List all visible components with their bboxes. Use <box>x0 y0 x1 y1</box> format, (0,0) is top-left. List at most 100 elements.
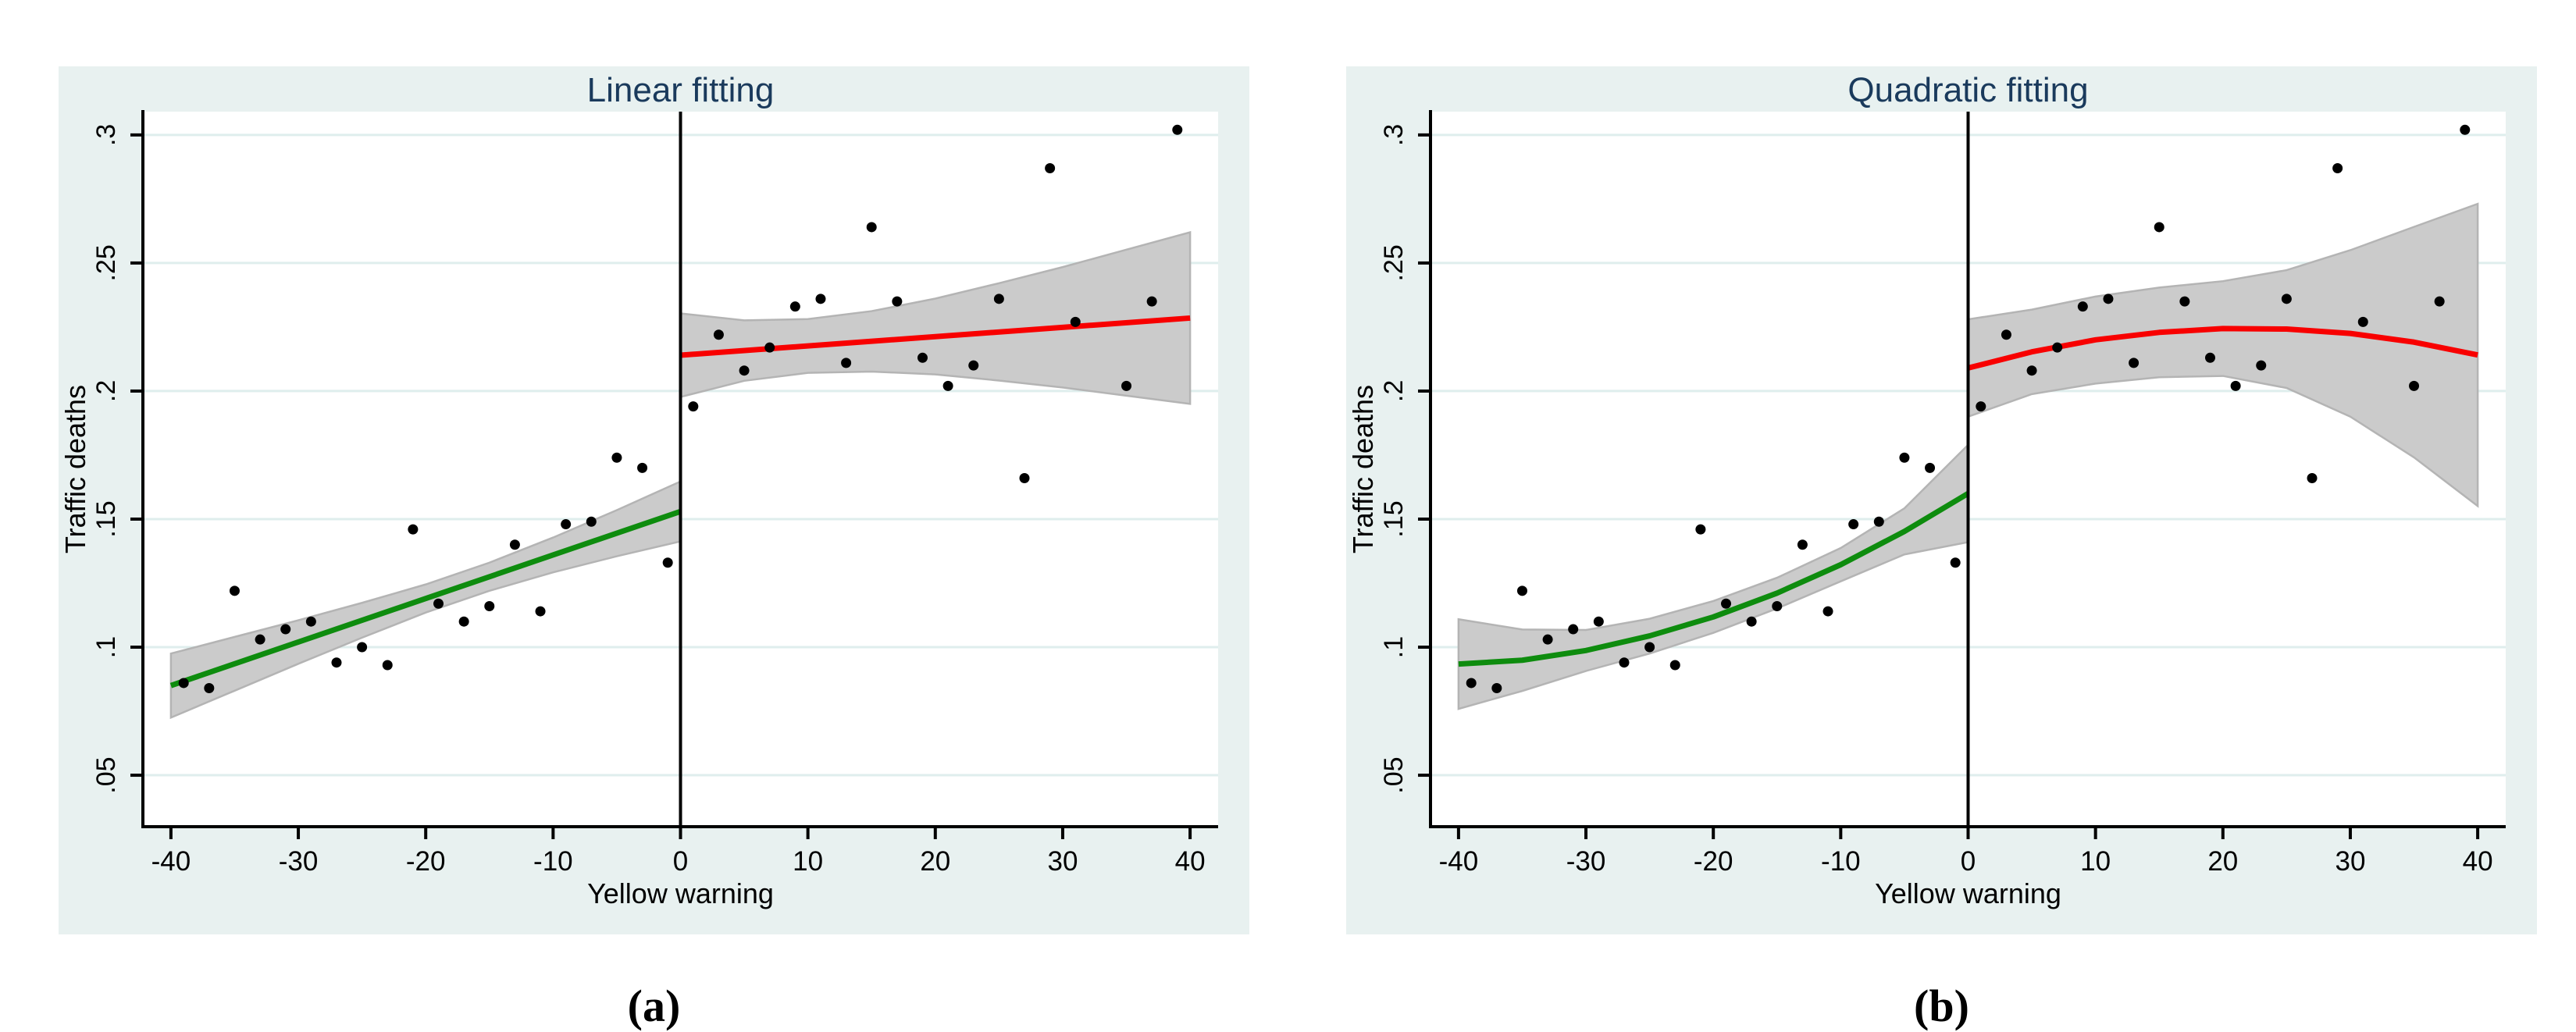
scatter-point <box>561 519 572 530</box>
x-tick-label: 30 <box>2335 846 2365 877</box>
scatter-point <box>2001 329 2011 340</box>
scatter-point <box>2409 380 2420 391</box>
scatter-point <box>2204 352 2215 363</box>
scatter-point <box>1822 606 1833 617</box>
x-tick-label: 0 <box>1961 846 1976 877</box>
panel-a: Linear fitting .05 .1 .15 .2 .25 .3 -40 -30 -20 -… <box>59 66 1249 1032</box>
x-tick-label: -40 <box>151 846 191 877</box>
scatter-point <box>2281 294 2292 304</box>
scatter-point <box>662 557 673 568</box>
scatter-point <box>331 657 342 668</box>
scatter-point <box>1516 585 1527 596</box>
x-tick-label: 20 <box>920 846 950 877</box>
scatter-point <box>2077 301 2088 312</box>
x-tick-label: -30 <box>1566 846 1606 877</box>
y-tick-label: .1 <box>1379 636 1409 658</box>
scatter-point <box>917 352 928 363</box>
scatter-point <box>535 606 546 617</box>
x-tick-label: -40 <box>1439 846 1479 877</box>
scatter-point <box>2103 294 2114 304</box>
scatter-point <box>280 624 291 635</box>
left-fit-line <box>1458 491 1970 667</box>
scatter-point <box>204 683 215 694</box>
scatter-point <box>408 524 419 535</box>
scatter-point <box>357 642 368 653</box>
scatter-point <box>892 296 903 307</box>
panel-caption: (b) <box>1914 980 1969 1031</box>
x-tick-label: -30 <box>279 846 319 877</box>
scatter-point <box>1070 316 1081 327</box>
scatter-point <box>1976 401 1986 412</box>
scatter-point <box>2307 472 2318 483</box>
y-tick-label: .25 <box>1379 244 1409 281</box>
right-confidence-band <box>1967 202 2479 508</box>
y-tick-label: .25 <box>91 244 121 281</box>
scatter-point <box>433 598 444 609</box>
left-fit-line <box>169 508 682 689</box>
scatter-point <box>509 539 520 550</box>
scatter-point <box>586 516 597 527</box>
scatter-point <box>993 294 1004 304</box>
scatter-point <box>2052 342 2063 353</box>
scatter-point <box>2332 163 2343 174</box>
panel-caption: (a) <box>627 980 681 1031</box>
scatter-point <box>178 678 189 689</box>
x-tick-label: 10 <box>793 846 823 877</box>
scatter-point <box>1593 616 1604 627</box>
scatter-point <box>382 660 393 671</box>
scatter-point <box>2357 316 2368 327</box>
scatter-point <box>1019 472 1030 483</box>
x-tick-label: 40 <box>1175 846 1206 877</box>
scatter-point <box>739 365 750 376</box>
y-tick-label: .3 <box>1379 124 1409 146</box>
scatter-point <box>229 585 240 596</box>
scatter-point <box>255 634 265 645</box>
scatter-point <box>789 301 800 312</box>
right-confidence-band <box>679 230 1192 405</box>
x-tick-label: 20 <box>2207 846 2238 877</box>
x-tick-label: -20 <box>406 846 446 877</box>
scatter-point <box>1746 616 1757 627</box>
scatter-point <box>637 462 648 473</box>
figure-panel-b: Quadratic fitting .05 .1 .15 .2 .25 .3 -40 -30 -… <box>1346 66 2537 934</box>
scatter-point <box>305 616 316 627</box>
y-tick-label: .15 <box>91 500 121 537</box>
scatter-point <box>1619 657 1630 668</box>
scatter-point <box>688 401 699 412</box>
y-tick-label: .3 <box>91 124 121 146</box>
scatter-point <box>1772 601 1783 612</box>
x-axis-title: Yellow warning <box>587 877 774 909</box>
scatter-point <box>484 601 495 612</box>
scatter-point <box>1644 642 1655 653</box>
scatter-point <box>1568 624 1579 635</box>
x-axis-title: Yellow warning <box>1875 877 2061 909</box>
y-tick-label: .15 <box>1379 500 1409 537</box>
figure-panel-a: Linear fitting .05 .1 .15 .2 .25 .3 -40 -30 -20 -… <box>59 66 1249 934</box>
y-axis-title: Traffic deaths <box>1347 385 1379 553</box>
panel-b: Quadratic fitting .05 .1 .15 .2 .25 .3 -40 -30 -… <box>1346 66 2537 1032</box>
scatter-point <box>1491 683 1502 694</box>
scatter-point <box>1899 452 1910 463</box>
plot-canvas-a: .05 .1 .15 .2 .25 .3 -40 -30 -20 -10 0 10 20 30 40 Yell… <box>59 110 1218 909</box>
x-tick-label: 30 <box>1047 846 1078 877</box>
scatter-point <box>866 222 877 233</box>
scatter-point <box>1848 519 1859 530</box>
scatter-point <box>942 380 953 391</box>
y-tick-label: .05 <box>91 756 121 793</box>
x-tick-label: 0 <box>673 846 688 877</box>
scatter-point <box>2154 222 2164 233</box>
scatter-point <box>1669 660 1680 671</box>
panel-title: Linear fitting <box>586 71 775 109</box>
scatter-point <box>2179 296 2190 307</box>
scatter-point <box>764 342 775 353</box>
y-axis-title: Traffic deaths <box>59 385 91 553</box>
y-tick-label: .05 <box>1379 756 1409 793</box>
scatter-point <box>1045 163 1056 174</box>
scatter-point <box>815 294 826 304</box>
x-tick-label: -20 <box>1694 846 1733 877</box>
scatter-point <box>1146 296 1157 307</box>
scatter-point <box>458 616 469 627</box>
scatter-point <box>1121 380 1132 391</box>
panel-title: Quadratic fitting <box>1847 71 2089 109</box>
scatter-point <box>713 329 724 340</box>
